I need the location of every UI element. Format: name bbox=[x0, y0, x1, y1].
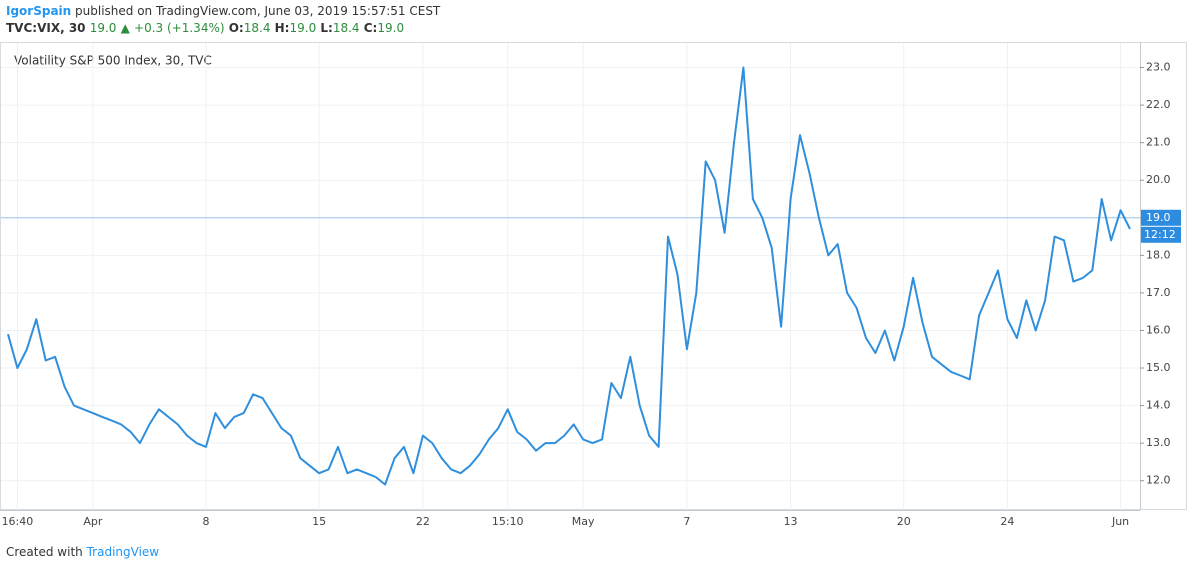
x-tick-label: 24 bbox=[1000, 515, 1014, 528]
x-tick-label: May bbox=[572, 515, 595, 528]
high: 19.0 bbox=[289, 21, 317, 35]
x-tick-label: Apr bbox=[83, 515, 103, 528]
symbol: TVC:VIX, 30 bbox=[6, 21, 86, 35]
chart-frame bbox=[0, 42, 1187, 510]
x-tick-label: 16:40 bbox=[2, 515, 34, 528]
close: 19.0 bbox=[377, 21, 405, 35]
last: 19.0 bbox=[89, 21, 117, 35]
created-with: Created with bbox=[6, 545, 83, 559]
y-tick-label: 15.0 bbox=[1146, 361, 1171, 374]
x-tick-label: 15 bbox=[312, 515, 326, 528]
y-tick-label: 12.0 bbox=[1146, 474, 1171, 487]
x-tick-label: 13 bbox=[784, 515, 798, 528]
low-label: L: bbox=[320, 21, 333, 35]
x-tick-label: 8 bbox=[203, 515, 210, 528]
open-label: O: bbox=[228, 21, 244, 35]
x-tick-label: 22 bbox=[416, 515, 430, 528]
y-tick-label: 21.0 bbox=[1146, 136, 1171, 149]
y-tick-label: 13.0 bbox=[1146, 436, 1171, 449]
high-label: H: bbox=[274, 21, 290, 35]
close-label: C: bbox=[363, 21, 378, 35]
x-tick-label: 15:10 bbox=[492, 515, 524, 528]
countdown-box bbox=[1141, 226, 1181, 243]
x-tick-label: 7 bbox=[683, 515, 690, 528]
y-tick-label: 16.0 bbox=[1146, 323, 1171, 336]
y-tick-label: 18.0 bbox=[1146, 248, 1171, 261]
footer: Created with TradingView bbox=[6, 545, 159, 559]
up-arrow: ▲ bbox=[120, 21, 130, 35]
y-tick-label: 14.0 bbox=[1146, 399, 1171, 412]
countdown-label: 12:12 bbox=[1144, 228, 1176, 241]
y-tick-label: 17.0 bbox=[1146, 286, 1171, 299]
open: 18.4 bbox=[243, 21, 271, 35]
change: +0.3 (+1.34%) bbox=[134, 21, 225, 35]
published-text: published on TradingView.com, June 03, 2… bbox=[75, 4, 441, 18]
header-line: IgorSpain published on TradingView.com, … bbox=[6, 4, 440, 18]
y-tick-label: 20.0 bbox=[1146, 173, 1171, 186]
last-price-box bbox=[1141, 209, 1181, 226]
user-name[interactable]: IgorSpain bbox=[6, 4, 72, 18]
x-tick-label: Jun bbox=[1111, 515, 1129, 528]
y-tick-label: 23.0 bbox=[1146, 61, 1171, 74]
ohlc-line: TVC:VIX, 30 19.0 ▲ +0.3 (+1.34%) O:18.4 … bbox=[6, 21, 404, 35]
low: 18.4 bbox=[332, 21, 360, 35]
y-tick-label: 22.0 bbox=[1146, 98, 1171, 111]
x-tick-label: 20 bbox=[897, 515, 911, 528]
legend-label: Volatility S&P 500 Index, 30, TVC bbox=[14, 54, 212, 68]
brand[interactable]: TradingView bbox=[86, 545, 160, 559]
price-line bbox=[7, 66, 1131, 486]
last-price-label: 19.0 bbox=[1146, 211, 1171, 224]
